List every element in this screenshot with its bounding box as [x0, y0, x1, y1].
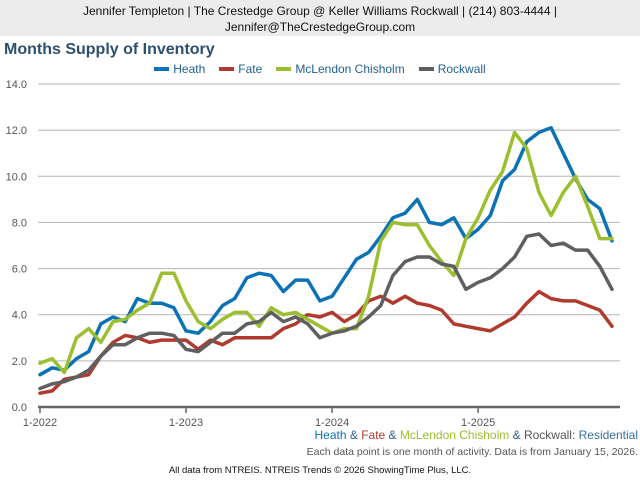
y-tick-label: 0.0 [12, 402, 27, 414]
agent-contact-banner: Jennifer Templeton | The Crestedge Group… [0, 0, 640, 36]
line-chart: 0.0 2.0 4.0 6.0 8.0 10.0 12.0 14.0 1-2022 1-2023 1… [6, 79, 620, 429]
chart-legend: Heath Fate McLendon Chisholm Rockwall [0, 62, 640, 76]
subtitle-fate: Fate [361, 428, 386, 442]
chart-title: Months Supply of Inventory [4, 41, 215, 58]
series-line-mclendon-chisholm [38, 130, 614, 375]
y-tick-label: 10.0 [6, 171, 27, 183]
series-line-rockwall [38, 232, 614, 391]
legend-item[interactable]: Heath [154, 62, 205, 76]
x-tick-label: 1-2023 [169, 417, 203, 429]
subtitle-amp: & [385, 428, 400, 442]
legend-item[interactable]: Rockwall [418, 62, 486, 76]
legend-label: McLendon Chisholm [295, 62, 405, 76]
x-tick-label: 1-2022 [23, 417, 57, 429]
legend-swatch [418, 66, 434, 71]
legend-item[interactable]: McLendon Chisholm [276, 62, 405, 76]
chart-subtitle: Heath & Fate & McLendon Chisholm & Rockw… [314, 428, 638, 442]
agent-contact-line-1: Jennifer Templeton | The Crestedge Group… [83, 4, 557, 18]
series-line-heath [38, 126, 614, 377]
y-tick-label: 8.0 [12, 217, 27, 229]
x-tick-label: 1-2024 [315, 417, 349, 429]
legend-label: Fate [238, 62, 263, 76]
legend-label: Rockwall [437, 62, 486, 76]
footer-copyright: All data from NTREIS. NTREIS Trends © 20… [168, 465, 472, 476]
legend-swatch [154, 66, 170, 71]
legend-item[interactable]: Fate [219, 62, 262, 76]
y-tick-label: 6.0 [12, 264, 27, 276]
subtitle-rockwall: Rockwall [523, 428, 572, 442]
x-tick-label: 1-2025 [461, 417, 495, 429]
data-note: Each data point is one month of activity… [306, 446, 638, 458]
y-tick-label: 4.0 [12, 310, 27, 322]
subtitle-mclendon: McLendon Chisholm [399, 428, 510, 442]
subtitle-amp: & [346, 428, 362, 442]
subtitle-colon: : [571, 428, 579, 442]
legend-swatch [276, 66, 292, 71]
subtitle-amp: & [509, 428, 524, 442]
y-tick-label: 14.0 [6, 79, 27, 91]
subtitle-property-type: Residential [578, 428, 638, 442]
legend-label: Heath [173, 62, 206, 76]
y-tick-label: 12.0 [6, 125, 27, 137]
agent-contact-line-2: Jennifer@TheCrestedgeGroup.com [224, 20, 416, 34]
legend-swatch [219, 66, 235, 71]
y-tick-label: 2.0 [12, 356, 27, 368]
subtitle-heath: Heath [314, 428, 347, 442]
